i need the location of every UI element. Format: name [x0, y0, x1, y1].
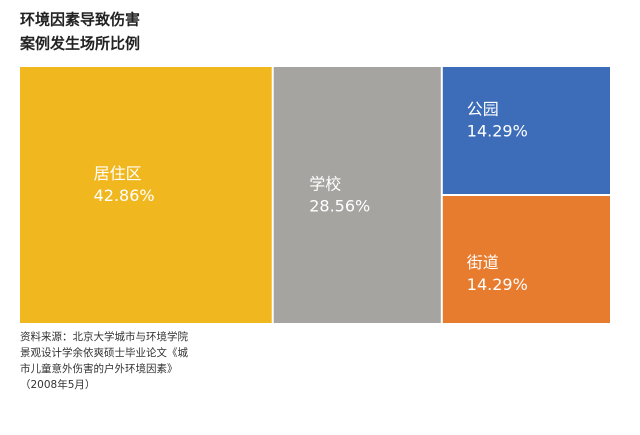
tile-value-label: 28.56% — [309, 197, 370, 216]
tile-value-label: 42.86% — [94, 186, 155, 205]
tile-label: 居住区 — [94, 164, 142, 183]
treemap-tile — [442, 196, 610, 323]
tile-value-label: 14.29% — [467, 122, 528, 141]
tile-label: 学校 — [309, 175, 341, 194]
source-note: （2008年5月） — [20, 378, 95, 391]
chart-title: 环境因素导致伤害 — [20, 11, 140, 29]
treemap-tile — [442, 67, 610, 194]
chart-title: 案例发生场所比例 — [19, 35, 140, 53]
source-note: 市儿童意外伤害的户外环境因素》 — [20, 362, 178, 375]
tile-value-label: 14.29% — [467, 275, 528, 294]
treemap-tile — [273, 67, 441, 323]
tile-label: 街道 — [467, 253, 499, 272]
treemap-tile — [20, 67, 272, 323]
source-note: 景观设计学余依爽硕士毕业论文《城 — [20, 346, 188, 359]
source-note: 资料来源：北京大学城市与环境学院 — [20, 330, 188, 343]
tile-label: 公园 — [467, 100, 499, 119]
